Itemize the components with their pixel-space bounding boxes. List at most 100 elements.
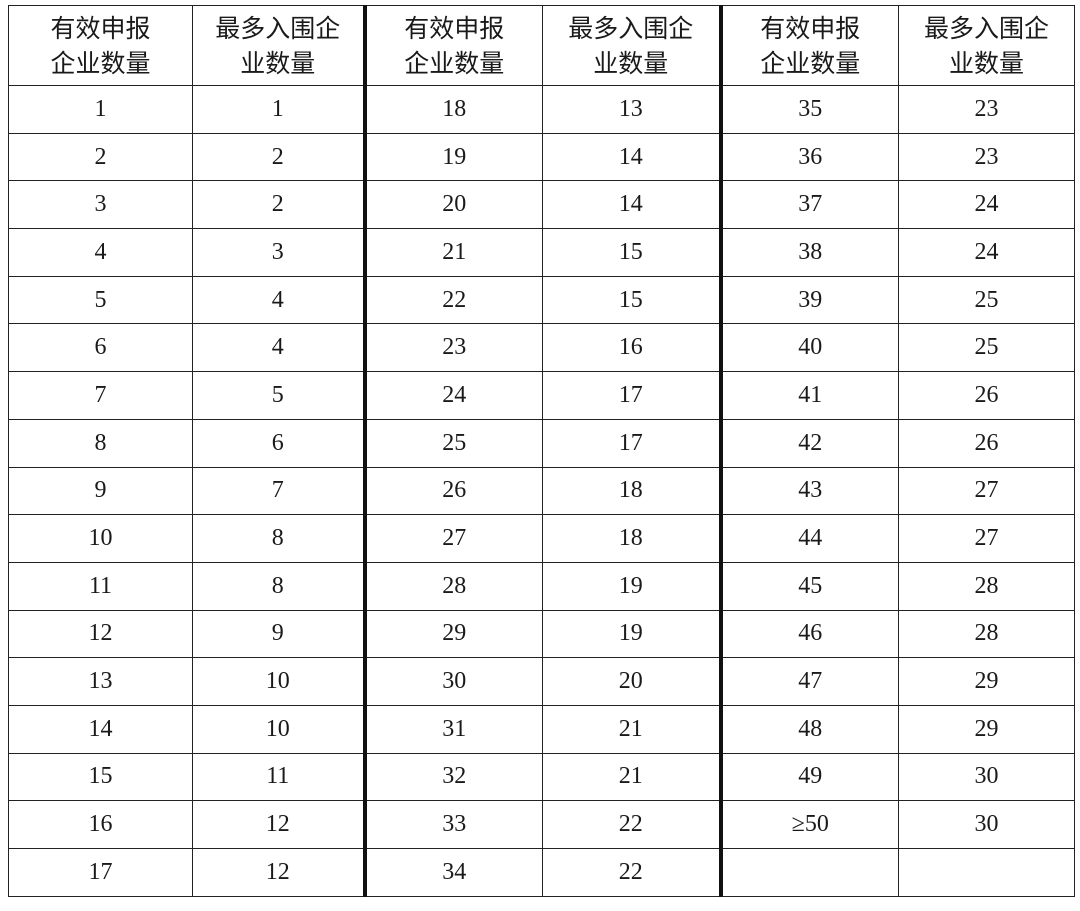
header-line: 业数量 bbox=[593, 48, 669, 78]
cell-valid-applicants bbox=[718, 848, 899, 897]
cell-max-finalists: 25 bbox=[898, 275, 1075, 325]
cell-max-finalists: 22 bbox=[542, 848, 721, 897]
cell-max-finalists bbox=[898, 848, 1075, 897]
cell-valid-applicants: 17 bbox=[8, 848, 193, 897]
header-line: 有效申报 bbox=[760, 13, 861, 43]
cell-valid-applicants: 34 bbox=[362, 848, 543, 897]
table-row: 6 4 23 16 40 25 bbox=[8, 323, 1075, 373]
cell-max-finalists: 17 bbox=[542, 418, 721, 468]
cell-max-finalists: 15 bbox=[542, 228, 721, 277]
cell-max-finalists: 4 bbox=[192, 275, 365, 325]
header-max-finalists: 最多入围企 业数量 bbox=[192, 5, 365, 86]
cell-valid-applicants: 37 bbox=[718, 180, 899, 230]
cell-max-finalists: 7 bbox=[192, 466, 365, 516]
cell-valid-applicants: 14 bbox=[8, 704, 193, 754]
cell-valid-applicants: 40 bbox=[718, 323, 899, 373]
cell-valid-applicants: 44 bbox=[718, 514, 899, 563]
cell-max-finalists: 17 bbox=[542, 371, 721, 420]
table-row: 4 3 21 15 38 24 bbox=[8, 228, 1075, 277]
quota-table: 有效申报 企业数量 最多入围企 业数量 有效申报 企业数量 最多入围企 业数量 有效申报 企业数量… bbox=[8, 5, 1075, 897]
cell-valid-applicants: 9 bbox=[8, 466, 193, 516]
cell-valid-applicants: 18 bbox=[362, 85, 543, 134]
cell-valid-applicants: 11 bbox=[8, 561, 193, 611]
cell-valid-applicants: 1 bbox=[8, 85, 193, 134]
table-row: 7 5 24 17 41 26 bbox=[8, 371, 1075, 420]
cell-max-finalists: 30 bbox=[898, 752, 1075, 802]
cell-max-finalists: 29 bbox=[898, 704, 1075, 754]
cell-max-finalists: 23 bbox=[898, 132, 1075, 182]
cell-valid-applicants: 13 bbox=[8, 657, 193, 706]
header-line: 最多入围企 bbox=[568, 13, 694, 43]
cell-valid-applicants: 28 bbox=[362, 561, 543, 611]
cell-max-finalists: 14 bbox=[542, 180, 721, 230]
cell-max-finalists: 22 bbox=[542, 800, 721, 849]
cell-valid-applicants: 35 bbox=[718, 85, 899, 134]
table-row: 8 6 25 17 42 26 bbox=[8, 418, 1075, 468]
table-row: 10 8 27 18 44 27 bbox=[8, 514, 1075, 563]
cell-valid-applicants: 22 bbox=[362, 275, 543, 325]
header-line: 企业数量 bbox=[50, 48, 151, 78]
cell-max-finalists: 15 bbox=[542, 275, 721, 325]
cell-max-finalists: 1 bbox=[192, 85, 365, 134]
cell-valid-applicants: 48 bbox=[718, 704, 899, 754]
cell-max-finalists: 29 bbox=[898, 657, 1075, 706]
cell-valid-applicants: 10 bbox=[8, 514, 193, 563]
cell-valid-applicants: 38 bbox=[718, 228, 899, 277]
cell-valid-applicants: 30 bbox=[362, 657, 543, 706]
header-line: 业数量 bbox=[948, 48, 1024, 78]
cell-max-finalists: 2 bbox=[192, 132, 365, 182]
header-line: 有效申报 bbox=[404, 13, 505, 43]
cell-valid-applicants: ≥50 bbox=[718, 800, 899, 849]
header-line: 业数量 bbox=[240, 48, 316, 78]
cell-max-finalists: 2 bbox=[192, 180, 365, 230]
cell-valid-applicants: 26 bbox=[362, 466, 543, 516]
cell-valid-applicants: 5 bbox=[8, 275, 193, 325]
cell-valid-applicants: 45 bbox=[718, 561, 899, 611]
cell-valid-applicants: 3 bbox=[8, 180, 193, 230]
cell-max-finalists: 19 bbox=[542, 609, 721, 659]
header-line: 最多入围企 bbox=[923, 13, 1049, 43]
table-row: 16 12 33 22 ≥50 30 bbox=[8, 800, 1075, 849]
cell-valid-applicants: 4 bbox=[8, 228, 193, 277]
cell-valid-applicants: 46 bbox=[718, 609, 899, 659]
cell-valid-applicants: 43 bbox=[718, 466, 899, 516]
cell-max-finalists: 21 bbox=[542, 752, 721, 802]
cell-max-finalists: 10 bbox=[192, 704, 365, 754]
cell-valid-applicants: 41 bbox=[718, 371, 899, 420]
table-row: 1 1 18 13 35 23 bbox=[8, 85, 1075, 134]
cell-valid-applicants: 39 bbox=[718, 275, 899, 325]
cell-max-finalists: 25 bbox=[898, 323, 1075, 373]
table-row: 17 12 34 22 bbox=[8, 848, 1075, 897]
table-row: 12 9 29 19 46 28 bbox=[8, 609, 1075, 659]
cell-max-finalists: 27 bbox=[898, 514, 1075, 563]
header-max-finalists: 最多入围企 业数量 bbox=[898, 5, 1075, 86]
header-line: 企业数量 bbox=[404, 48, 505, 78]
cell-valid-applicants: 6 bbox=[8, 323, 193, 373]
header-row: 有效申报 企业数量 最多入围企 业数量 有效申报 企业数量 最多入围企 业数量 有效申报 企业数量… bbox=[8, 5, 1075, 86]
cell-max-finalists: 18 bbox=[542, 514, 721, 563]
cell-valid-applicants: 15 bbox=[8, 752, 193, 802]
cell-max-finalists: 10 bbox=[192, 657, 365, 706]
cell-max-finalists: 24 bbox=[898, 180, 1075, 230]
cell-valid-applicants: 20 bbox=[362, 180, 543, 230]
header-valid-applicants: 有效申报 企业数量 bbox=[8, 5, 193, 86]
cell-valid-applicants: 12 bbox=[8, 609, 193, 659]
table-row: 3 2 20 14 37 24 bbox=[8, 180, 1075, 230]
cell-max-finalists: 6 bbox=[192, 418, 365, 468]
cell-max-finalists: 14 bbox=[542, 132, 721, 182]
cell-max-finalists: 20 bbox=[542, 657, 721, 706]
cell-valid-applicants: 21 bbox=[362, 228, 543, 277]
header-line: 企业数量 bbox=[760, 48, 861, 78]
cell-max-finalists: 8 bbox=[192, 514, 365, 563]
table-row: 2 2 19 14 36 23 bbox=[8, 132, 1075, 182]
table-row: 13 10 30 20 47 29 bbox=[8, 657, 1075, 706]
table-row: 9 7 26 18 43 27 bbox=[8, 466, 1075, 516]
cell-max-finalists: 18 bbox=[542, 466, 721, 516]
cell-max-finalists: 9 bbox=[192, 609, 365, 659]
cell-max-finalists: 11 bbox=[192, 752, 365, 802]
header-line: 最多入围企 bbox=[215, 13, 341, 43]
cell-valid-applicants: 25 bbox=[362, 418, 543, 468]
cell-max-finalists: 28 bbox=[898, 609, 1075, 659]
cell-valid-applicants: 7 bbox=[8, 371, 193, 420]
cell-valid-applicants: 36 bbox=[718, 132, 899, 182]
